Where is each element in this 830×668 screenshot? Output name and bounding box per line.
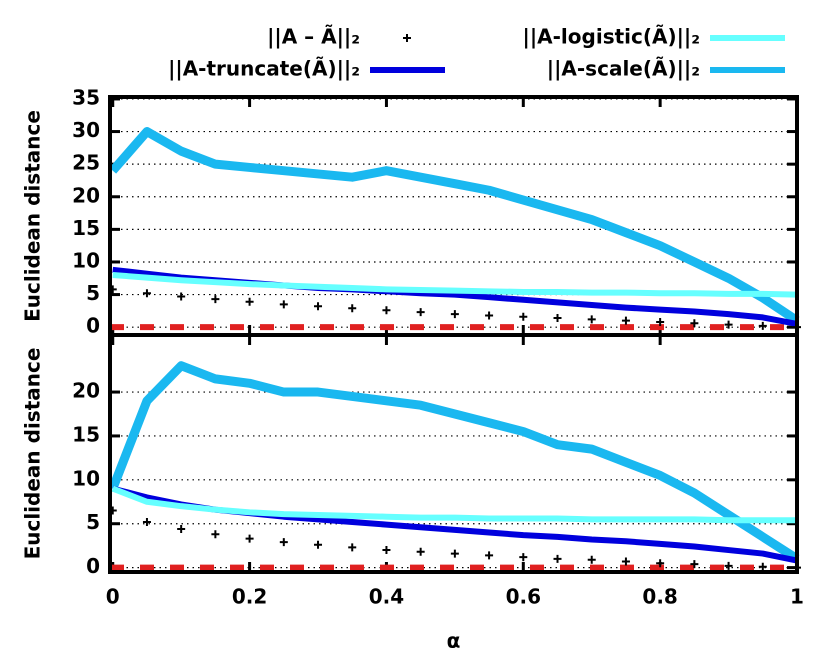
y-tick-label: 30	[72, 118, 100, 142]
y-tick-label: 25	[72, 151, 100, 175]
data-point	[177, 292, 186, 301]
data-point	[416, 308, 425, 317]
y-axis-label: Euclidean distance	[21, 348, 45, 560]
legend-label: ||A-scale(Ã)||₂	[547, 57, 700, 81]
y-tick-label: 0	[86, 554, 100, 578]
data-point	[382, 306, 391, 315]
y-tick-label: 15	[72, 422, 100, 446]
data-point	[621, 557, 630, 566]
data-point	[211, 295, 220, 304]
data-point	[348, 304, 357, 313]
y-tick-label: 15	[72, 216, 100, 240]
x-axis-label: α	[447, 629, 461, 653]
plot-frame	[108, 333, 799, 574]
data-point	[553, 314, 562, 323]
data-point	[587, 555, 596, 564]
legend-label: ||A-truncate(Ã)||₂	[168, 57, 360, 81]
legend-marker	[403, 34, 411, 42]
y-tick-label: 0	[86, 314, 100, 338]
y-tick-label: 5	[86, 510, 100, 534]
y-tick-label: 35	[72, 85, 100, 109]
data-point	[314, 540, 323, 549]
y-tick-label: 10	[72, 248, 100, 272]
data-point	[348, 543, 357, 552]
x-tick-label: 0.4	[369, 585, 404, 609]
data-point	[142, 289, 151, 298]
data-point	[142, 517, 151, 526]
series-line	[109, 127, 800, 325]
data-point	[211, 530, 220, 539]
data-point	[587, 315, 596, 324]
data-point	[485, 311, 494, 320]
data-point	[416, 547, 425, 556]
data-point	[519, 312, 528, 321]
data-point	[382, 546, 391, 555]
data-point	[177, 524, 186, 533]
legend-label: ||A-logistic(Ã)||₂	[523, 25, 700, 49]
data-point	[553, 554, 562, 563]
x-tick-label: 0	[106, 585, 120, 609]
y-tick-label: 10	[72, 466, 100, 490]
data-point	[758, 562, 767, 571]
y-tick-label: 5	[86, 281, 100, 305]
data-point	[450, 310, 459, 319]
legend-label: ||A – Ã||₂	[267, 25, 360, 49]
data-point	[724, 561, 733, 570]
x-tick-label: 1	[790, 585, 804, 609]
data-point	[279, 538, 288, 547]
data-point	[758, 321, 767, 330]
x-tick-label: 0.6	[506, 585, 541, 609]
x-tick-label: 0.2	[232, 585, 267, 609]
data-point	[690, 560, 699, 569]
series-line	[112, 272, 798, 298]
data-point	[656, 317, 665, 326]
y-tick-label: 20	[72, 183, 100, 207]
series-line	[108, 361, 800, 563]
series-line	[111, 485, 797, 524]
data-point	[519, 553, 528, 562]
data-point	[724, 320, 733, 329]
data-point	[690, 319, 699, 328]
data-point	[485, 551, 494, 560]
x-tick-label: 0.8	[642, 585, 677, 609]
data-point	[656, 559, 665, 568]
y-tick-label: 20	[72, 379, 100, 403]
data-point	[621, 316, 630, 325]
data-point	[245, 534, 254, 543]
data-point	[314, 302, 323, 311]
data-point	[245, 297, 254, 306]
data-point	[450, 549, 459, 558]
y-axis-label: Euclidean distance	[21, 110, 45, 322]
data-point	[279, 300, 288, 309]
